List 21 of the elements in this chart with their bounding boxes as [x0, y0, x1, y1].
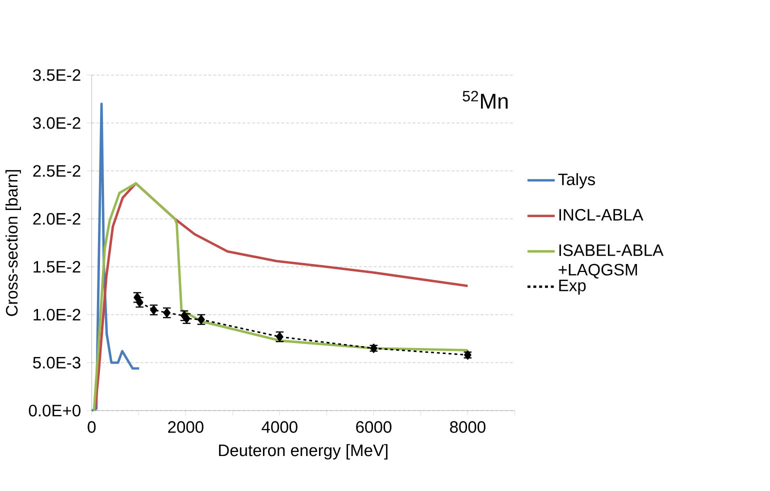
y-tick-label: 3.0E-2 — [33, 117, 80, 129]
y-axis-title: Cross-section [barn] — [6, 170, 21, 316]
x-axis-title: Deuteron energy [MeV] — [219, 444, 388, 460]
x-tick-label: 8000 — [450, 421, 486, 433]
y-tick-label: 1.0E-2 — [34, 308, 80, 321]
y-tick-label: 5.0E-3 — [33, 356, 80, 368]
x-tick-label: 4000 — [262, 421, 298, 433]
y-tick-label: 2.5E-2 — [33, 165, 80, 177]
legend-label: INCL-ABLA — [559, 208, 644, 221]
y-tick-label: 3.5E-2 — [33, 69, 80, 81]
legend-label: Exp — [559, 280, 586, 295]
line-series — [90, 102, 140, 412]
x-tick-label: 6000 — [356, 421, 392, 433]
y-tick-label: 1.5E-2 — [34, 260, 80, 273]
annotation: $^{52}$Mn — [462, 90, 508, 109]
y-tick-label: 2.0E-2 — [33, 212, 80, 225]
y-tick-label: 0.0E+0 — [28, 404, 80, 416]
x-tick-label: 2000 — [168, 421, 204, 433]
legend-label: ISABEL-ABLA +LAQGSM — [558, 244, 664, 278]
x-tick-label: 0 — [88, 421, 96, 433]
legend-label: Talys — [558, 173, 595, 188]
